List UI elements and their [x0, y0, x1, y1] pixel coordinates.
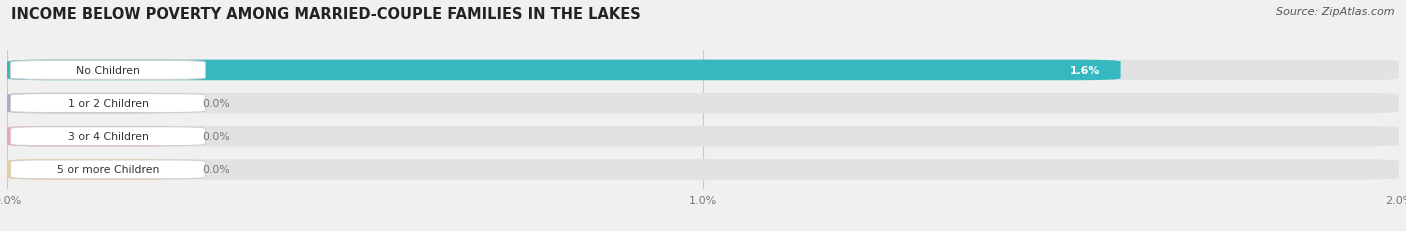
FancyBboxPatch shape [10, 94, 205, 113]
FancyBboxPatch shape [10, 160, 205, 179]
Text: 5 or more Children: 5 or more Children [56, 165, 159, 175]
Text: 1.6%: 1.6% [1070, 66, 1099, 76]
Text: 0.0%: 0.0% [202, 99, 229, 109]
FancyBboxPatch shape [10, 61, 205, 80]
FancyBboxPatch shape [7, 93, 181, 114]
Text: 0.0%: 0.0% [202, 165, 229, 175]
Text: No Children: No Children [76, 66, 139, 76]
FancyBboxPatch shape [7, 126, 181, 147]
FancyBboxPatch shape [7, 159, 1399, 180]
Text: 0.0%: 0.0% [202, 132, 229, 142]
FancyBboxPatch shape [7, 126, 1399, 147]
Text: INCOME BELOW POVERTY AMONG MARRIED-COUPLE FAMILIES IN THE LAKES: INCOME BELOW POVERTY AMONG MARRIED-COUPL… [11, 7, 641, 22]
FancyBboxPatch shape [7, 60, 1399, 81]
Text: 1 or 2 Children: 1 or 2 Children [67, 99, 149, 109]
Text: 3 or 4 Children: 3 or 4 Children [67, 132, 149, 142]
FancyBboxPatch shape [7, 60, 1121, 81]
FancyBboxPatch shape [10, 127, 205, 146]
FancyBboxPatch shape [7, 159, 181, 180]
Text: Source: ZipAtlas.com: Source: ZipAtlas.com [1277, 7, 1395, 17]
FancyBboxPatch shape [7, 93, 1399, 114]
